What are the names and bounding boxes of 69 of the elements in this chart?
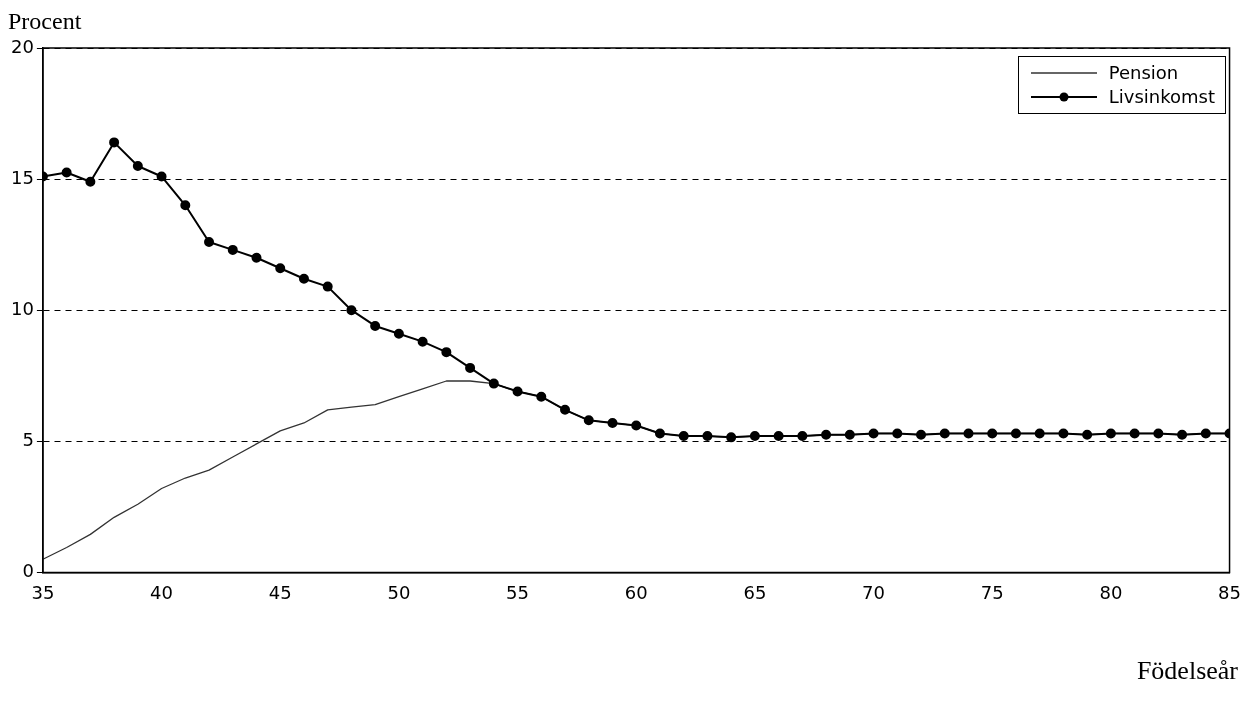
- x-tick-label: 80: [1099, 581, 1123, 603]
- point: [868, 428, 879, 439]
- x-tick-label: 55: [506, 581, 530, 603]
- point: [726, 432, 737, 443]
- x-tick-label: 50: [387, 581, 411, 603]
- point: [773, 431, 784, 442]
- point: [417, 336, 428, 347]
- point: [560, 404, 571, 415]
- point: [939, 428, 950, 439]
- point: [536, 391, 547, 402]
- point: [892, 428, 903, 439]
- point: [678, 431, 689, 442]
- x-tick-label: 70: [862, 581, 886, 603]
- point: [987, 428, 998, 439]
- y-axis-title: Procent: [8, 8, 82, 34]
- point: [156, 171, 167, 182]
- point: [298, 273, 309, 284]
- y-tick-label: 20: [11, 35, 34, 57]
- point: [631, 420, 642, 431]
- x-tick-label: 35: [31, 581, 55, 603]
- point: [821, 429, 832, 440]
- point: [916, 429, 927, 440]
- point: [251, 252, 262, 263]
- point: [275, 263, 286, 274]
- x-tick-label: 65: [743, 581, 767, 603]
- point: [1105, 428, 1116, 439]
- x-tick-label: 45: [268, 581, 292, 603]
- point: [370, 320, 381, 331]
- point: [488, 378, 499, 389]
- legend-label: Pension: [1108, 61, 1179, 85]
- point: [227, 244, 238, 255]
- point: [1153, 428, 1164, 439]
- y-tick-label: 15: [11, 166, 34, 188]
- legend-label: Livsinkomst: [1108, 85, 1215, 109]
- point: [465, 362, 476, 373]
- point: [109, 137, 120, 148]
- y-tick-label: 5: [22, 428, 34, 450]
- point: [702, 431, 713, 442]
- y-tick-label: 0: [22, 560, 34, 582]
- point: [1010, 428, 1021, 439]
- point: [61, 167, 72, 178]
- point: [393, 328, 404, 339]
- point: [607, 417, 618, 428]
- point: [441, 347, 452, 358]
- point: [1200, 428, 1211, 439]
- point: [180, 200, 191, 211]
- point: [654, 428, 665, 439]
- x-tick-label: 85: [1218, 581, 1241, 603]
- point: [85, 176, 96, 187]
- point: [1082, 429, 1093, 440]
- y-tick-label: 10: [11, 297, 34, 319]
- point: [132, 160, 143, 171]
- point: [1177, 429, 1188, 440]
- x-tick-label: 40: [150, 581, 174, 603]
- x-tick-label: 60: [624, 581, 648, 603]
- point: [1034, 428, 1045, 439]
- point: [963, 428, 974, 439]
- x-tick-label: 75: [980, 581, 1004, 603]
- point: [1058, 428, 1069, 439]
- point: [1129, 428, 1140, 439]
- point: [346, 305, 357, 316]
- point: [844, 429, 855, 440]
- point: [797, 431, 808, 442]
- point: [322, 281, 333, 292]
- point: [749, 431, 760, 442]
- point: [512, 386, 523, 397]
- point: [583, 415, 594, 426]
- point: [204, 237, 215, 248]
- x-axis-title: Födelseår: [1136, 656, 1238, 686]
